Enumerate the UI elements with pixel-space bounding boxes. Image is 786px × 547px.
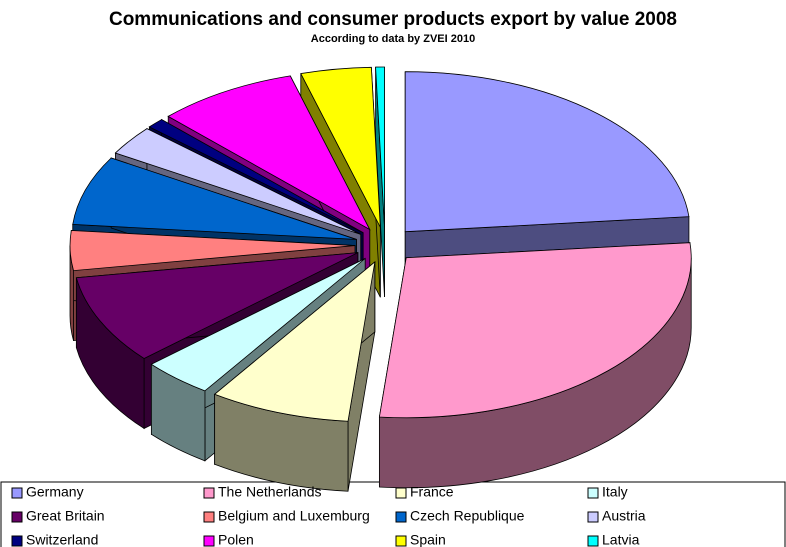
- legend-label: The Netherlands: [218, 484, 322, 500]
- pie-slice: [150, 258, 366, 392]
- legend-label: Spain: [410, 532, 446, 547]
- legend-label: Austria: [602, 508, 646, 524]
- pie-slice: [72, 157, 357, 240]
- legend-swatch: [395, 535, 407, 547]
- legend-label: Latvia: [602, 532, 640, 547]
- pie-slice: [378, 242, 692, 419]
- legend-label: Czech Republique: [410, 508, 525, 524]
- legend-label: France: [410, 484, 454, 500]
- legend-label: Germany: [26, 484, 84, 500]
- legend-swatch: [11, 487, 23, 499]
- legend-label: Italy: [602, 484, 628, 500]
- legend-box: [0, 481, 786, 547]
- legend-label: Great Britain: [26, 508, 105, 524]
- legend-swatch: [11, 511, 23, 523]
- legend-swatch: [203, 535, 215, 547]
- pie-slice: [213, 260, 376, 422]
- pie-slice: [69, 230, 356, 272]
- pie-slice: [75, 252, 359, 359]
- legend-swatch: [203, 487, 215, 499]
- legend-label: Polen: [218, 532, 254, 547]
- legend-swatch: [587, 535, 599, 547]
- legend-label: Switzerland: [26, 532, 98, 547]
- chart-title: Communications and consumer products exp…: [109, 9, 677, 30]
- legend-swatch: [203, 511, 215, 523]
- pie-slice: [375, 66, 385, 228]
- chart-subtitle: According to data by ZVEI 2010: [311, 33, 475, 45]
- legend-label: Belgium and Luxemburg: [218, 508, 370, 524]
- legend-swatch: [587, 487, 599, 499]
- legend-swatch: [11, 535, 23, 547]
- legend-swatch: [395, 511, 407, 523]
- legend-swatch: [395, 487, 407, 499]
- legend-swatch: [587, 511, 599, 523]
- pie-slice: [167, 75, 371, 231]
- pie-slice: [114, 128, 361, 235]
- pie-slice: [148, 119, 364, 234]
- pie-slice: [404, 71, 690, 233]
- pie-slice: [300, 66, 381, 228]
